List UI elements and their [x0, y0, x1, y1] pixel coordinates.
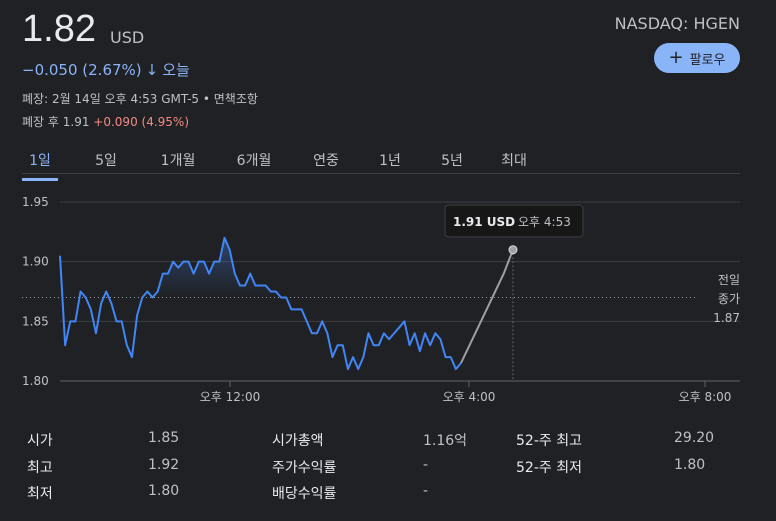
- stat-label-open: 시가: [27, 433, 53, 449]
- stat-value-52w-high: 29.20: [674, 430, 715, 446]
- stat-label-low: 최저: [27, 486, 53, 502]
- plus-icon: +: [668, 47, 684, 68]
- after-hours-info: 폐장 후 1.91 +0.090 (4.95%): [22, 113, 189, 130]
- follow-button[interactable]: + 팔로우: [654, 43, 740, 73]
- previous-close-label: 전일: [718, 273, 740, 287]
- tab-1y[interactable]: 1년: [379, 153, 401, 169]
- change-period: 오늘: [162, 61, 190, 79]
- tab-6m[interactable]: 6개월: [236, 153, 272, 169]
- stat-value-dividend: -: [423, 483, 429, 499]
- stat-label-pe: 주가수익률: [272, 460, 337, 476]
- tooltip-value: 1.91 USD: [453, 215, 515, 229]
- tab-1m[interactable]: 1개월: [160, 153, 196, 169]
- stock-price: 1.82: [22, 8, 96, 50]
- stat-value-low: 1.80: [148, 483, 180, 499]
- y-tick-label: 1.90: [22, 255, 49, 269]
- stat-value-open: 1.85: [148, 430, 180, 446]
- after-hours-label: 폐장 후 1.91: [22, 115, 90, 129]
- stat-value-pe: -: [423, 457, 429, 473]
- stat-label-mktcap: 시가총액: [272, 433, 324, 449]
- previous-close-label: 1.87: [713, 311, 740, 325]
- hover-point: [508, 245, 518, 255]
- close-info: 폐장: 2월 14일 오후 4:53 GMT-5 • 면책조항: [22, 92, 258, 106]
- price-area-fill: [60, 237, 461, 298]
- tab-1d[interactable]: 1일: [22, 150, 58, 181]
- ticker-symbol: NASDAQ: HGEN: [614, 14, 740, 33]
- y-tick-label: 1.80: [22, 374, 49, 388]
- price-line: [59, 236, 462, 371]
- range-tabs: 1일 5일 1개월 6개월 연중 1년 5년 최대: [22, 150, 536, 181]
- stat-label-52w-high: 52-주 최고: [516, 433, 582, 449]
- tab-5y[interactable]: 5년: [441, 153, 463, 169]
- x-tick-label: 오후 12:00: [200, 390, 260, 404]
- stat-label-52w-low: 52-주 최저: [516, 460, 582, 476]
- tab-max[interactable]: 최대: [501, 153, 527, 169]
- tooltip-box: [444, 204, 584, 238]
- stat-value-high: 1.92: [148, 457, 180, 473]
- after-hours-line: [460, 249, 514, 364]
- currency-label: USD: [110, 28, 145, 47]
- change-value: −0.050 (2.67%): [22, 60, 142, 79]
- stat-label-dividend: 배당수익률: [272, 486, 337, 502]
- x-tick-label: 오후 8:00: [679, 390, 732, 404]
- stat-value-mktcap: 1.16억: [423, 433, 468, 449]
- tab-5d[interactable]: 5일: [95, 153, 117, 169]
- tabs-divider: [22, 173, 740, 174]
- previous-close-label: 종가: [718, 292, 740, 306]
- arrow-down-icon: ↓: [145, 60, 159, 79]
- stat-value-52w-low: 1.80: [674, 457, 706, 473]
- price-change: −0.050 (2.67%) ↓ 오늘: [22, 59, 190, 80]
- y-tick-label: 1.85: [22, 314, 49, 328]
- stat-label-high: 최고: [27, 460, 53, 476]
- tooltip-time: 오후 4:53: [518, 215, 571, 229]
- after-hours-change: +0.090 (4.95%): [93, 115, 190, 129]
- y-tick-label: 1.95: [22, 195, 49, 209]
- tab-ytd[interactable]: 연중: [313, 153, 339, 169]
- x-tick-label: 오후 4:00: [443, 390, 496, 404]
- follow-label: 팔로우: [689, 52, 726, 68]
